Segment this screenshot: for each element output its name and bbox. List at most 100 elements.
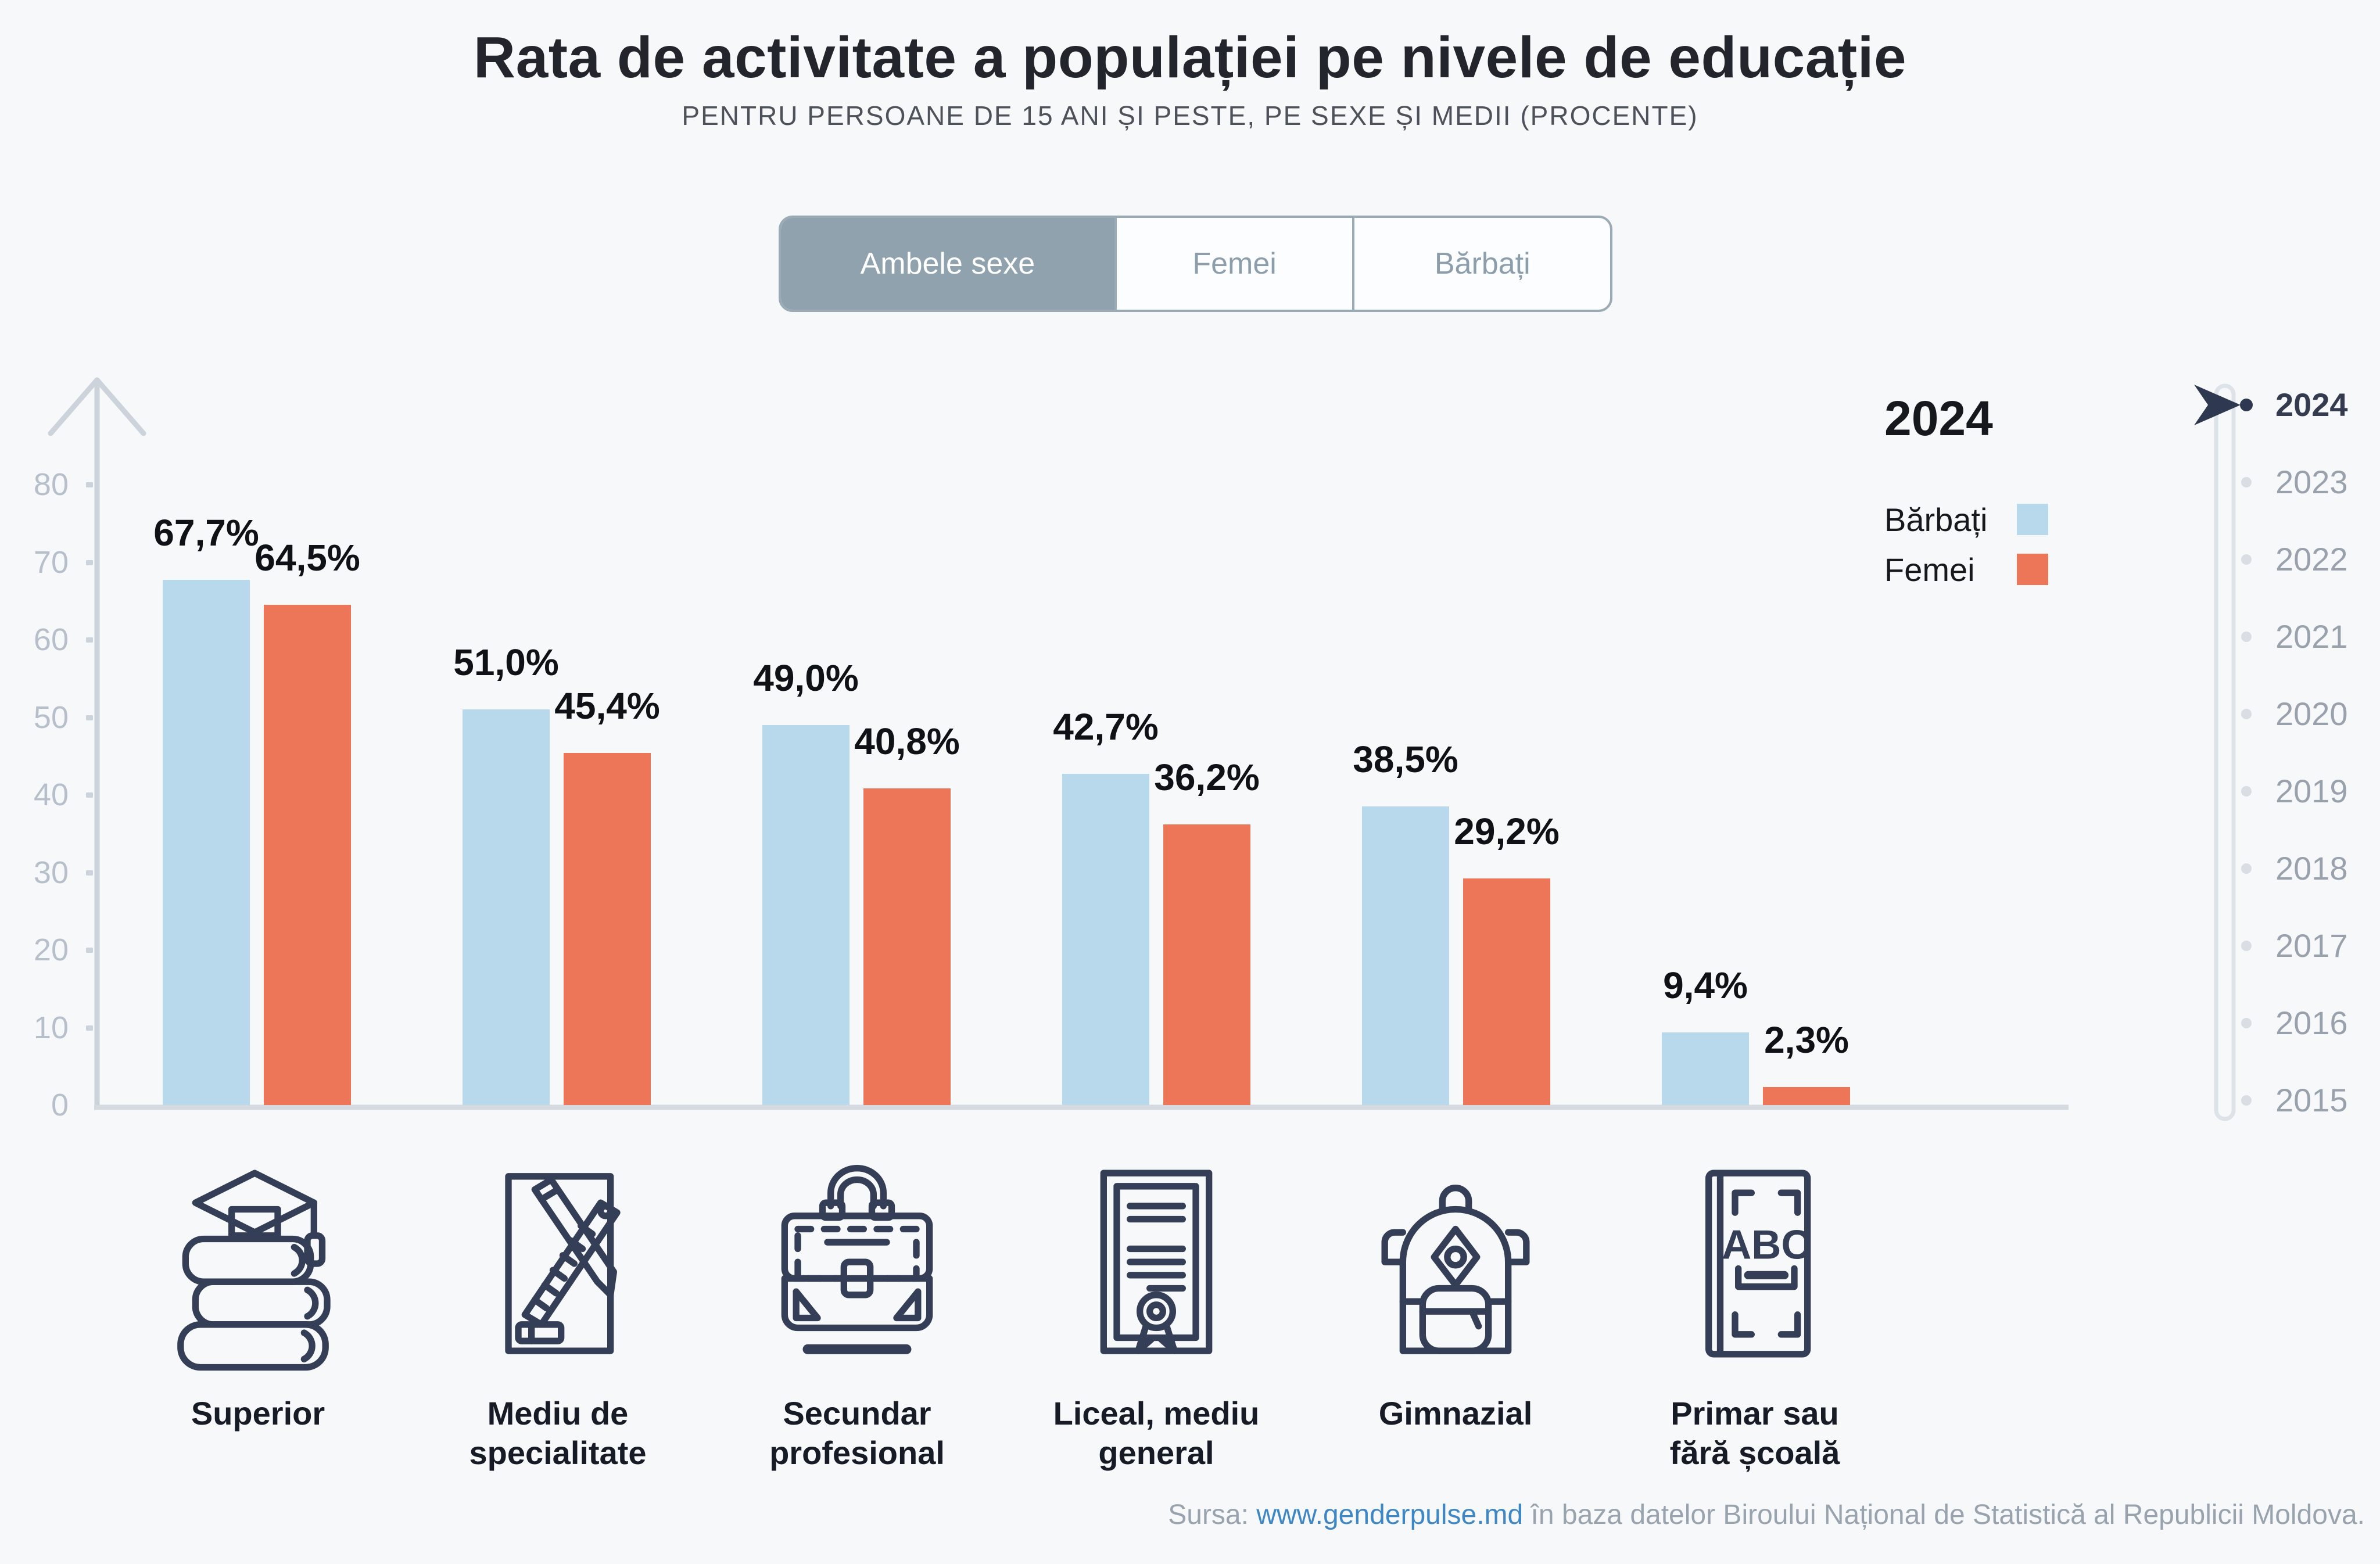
timeline-dot-2017[interactable] — [2241, 941, 2252, 951]
source-note: Sursa: www.genderpulse.md în baza datelo… — [1168, 1499, 2365, 1531]
bar-bărbați-1[interactable] — [463, 709, 550, 1105]
y-tick-mark — [86, 715, 93, 720]
category-secundar-profesional: Secundar profesional — [723, 1153, 991, 1473]
y-tick-label: 50 — [33, 700, 69, 735]
y-tick-label: 60 — [33, 622, 69, 657]
source-prefix: Sursa: — [1168, 1500, 1257, 1530]
y-tick-label: 0 — [51, 1088, 69, 1122]
category-label: Gimnazial — [1378, 1395, 1533, 1432]
bar-value-label: 36,2% — [1154, 756, 1260, 798]
genderpulse-link[interactable]: www.genderpulse.md — [1256, 1500, 1524, 1530]
y-tick-label: 80 — [33, 467, 69, 502]
timeline-dot-2022[interactable] — [2241, 554, 2252, 565]
category-label: Liceal, mediu general — [1053, 1395, 1260, 1471]
y-tick-mark — [86, 559, 93, 565]
y-tick-mark — [86, 870, 93, 876]
y-tick-mark — [86, 637, 93, 643]
legend-swatch — [2017, 504, 2048, 535]
timeline-dot-2023[interactable] — [2241, 477, 2252, 487]
bar-value-label: 38,5% — [1353, 738, 1458, 780]
legend-label: Bărbați — [1884, 501, 1988, 538]
bar-femei-4[interactable] — [1463, 878, 1550, 1105]
timeline-dot-2019[interactable] — [2241, 786, 2252, 797]
tab-ambele-sexe[interactable]: Ambele sexe — [781, 218, 1114, 310]
legend-year: 2024 — [1884, 391, 1993, 446]
ruler-pencil-icon — [459, 1153, 657, 1374]
bar-value-label: 49,0% — [753, 657, 859, 699]
bar-bărbați-0[interactable] — [163, 580, 250, 1105]
tab-femei[interactable]: Femei — [1114, 218, 1353, 310]
timeline-year-2024[interactable]: 2024 — [2275, 386, 2348, 423]
timeline-year-2017[interactable]: 2017 — [2275, 927, 2348, 964]
timeline-year-2021[interactable]: 2021 — [2275, 618, 2348, 655]
graduation-books-icon — [159, 1153, 357, 1374]
category-label: Mediu de specialitate — [469, 1395, 647, 1471]
timeline-dot-2021[interactable] — [2241, 632, 2252, 642]
category-primar-fara-scoala: ABC Primar sau fără școală — [1621, 1153, 1888, 1473]
svg-text:ABC: ABC — [1722, 1222, 1811, 1268]
bar-value-label: 45,4% — [554, 685, 660, 727]
y-tick-mark — [86, 1025, 93, 1031]
timeline-year-2020[interactable]: 2020 — [2275, 695, 2348, 732]
page-subtitle: PENTRU PERSOANE DE 15 ANI ȘI PESTE, PE S… — [682, 101, 1698, 131]
y-tick-label: 30 — [33, 855, 69, 890]
timeline-year-2023[interactable]: 2023 — [2275, 464, 2348, 500]
timeline-year-2019[interactable]: 2019 — [2275, 773, 2348, 809]
y-tick-mark — [86, 482, 93, 487]
category-label: Superior — [191, 1395, 325, 1432]
briefcase-icon — [758, 1153, 956, 1374]
bar-bărbați-3[interactable] — [1062, 774, 1149, 1105]
backpack-icon — [1357, 1153, 1554, 1374]
y-tick-label: 10 — [33, 1010, 69, 1045]
timeline-year-2016[interactable]: 2016 — [2275, 1005, 2348, 1041]
y-tick-label: 20 — [33, 932, 69, 967]
timeline-dot-2024[interactable] — [2240, 399, 2253, 411]
bar-femei-5[interactable] — [1763, 1087, 1850, 1105]
timeline-dot-2020[interactable] — [2241, 709, 2252, 719]
category-gimnazial: Gimnazial — [1322, 1153, 1589, 1433]
bar-value-label: 51,0% — [453, 641, 559, 683]
category-mediu-specialitate: Mediu de specialitate — [424, 1153, 691, 1473]
bar-femei-1[interactable] — [564, 753, 651, 1105]
tab-bărbați[interactable]: Bărbați — [1352, 218, 1610, 310]
category-label: Primar sau fără școală — [1669, 1395, 1840, 1471]
y-tick-mark — [86, 948, 93, 953]
bar-bărbați-5[interactable] — [1662, 1032, 1749, 1105]
bar-value-label: 29,2% — [1454, 810, 1560, 852]
timeline-cursor-arrow-icon[interactable] — [2194, 385, 2241, 425]
category-liceal-mediu-general: Liceal, mediu general — [1023, 1153, 1290, 1473]
timeline-year-2015[interactable]: 2015 — [2275, 1082, 2348, 1118]
bar-value-label: 2,3% — [1764, 1019, 1849, 1061]
timeline-year-2022[interactable]: 2022 — [2275, 541, 2348, 577]
bar-value-label: 67,7% — [153, 512, 259, 554]
timeline-dot-2018[interactable] — [2241, 863, 2252, 874]
category-superior: Superior — [124, 1153, 392, 1433]
timeline-dot-2016[interactable] — [2241, 1018, 2252, 1028]
abc-book-icon: ABC — [1656, 1153, 1854, 1374]
timeline-year-2018[interactable]: 2018 — [2275, 850, 2348, 887]
sex-filter-tabs: Ambele sexe Femei Bărbați — [779, 216, 1612, 312]
bar-value-label: 42,7% — [1053, 706, 1159, 748]
legend-item-bărbați: Bărbați — [1884, 501, 2048, 538]
y-axis-arrowhead-icon — [48, 377, 146, 436]
timeline-track[interactable] — [2214, 383, 2236, 1121]
y-tick-label: 40 — [33, 777, 69, 812]
legend-swatch — [2017, 554, 2048, 585]
legend-label: Femei — [1884, 551, 1975, 588]
source-suffix: în baza datelor Biroului Național de Sta… — [1523, 1500, 2365, 1530]
page-title: Rata de activitate a populației pe nivel… — [473, 25, 1907, 90]
bar-femei-0[interactable] — [264, 605, 351, 1105]
bar-bărbați-4[interactable] — [1362, 806, 1449, 1105]
timeline-dot-2015[interactable] — [2241, 1095, 2252, 1106]
bar-value-label: 64,5% — [255, 537, 360, 579]
bar-bărbați-2[interactable] — [762, 725, 850, 1105]
bar-value-label: 40,8% — [854, 720, 960, 762]
category-label: Secundar profesional — [769, 1395, 945, 1471]
bar-femei-2[interactable] — [863, 788, 951, 1105]
bar-value-label: 9,4% — [1663, 964, 1748, 1006]
bar-femei-3[interactable] — [1163, 824, 1250, 1105]
y-tick-label: 70 — [33, 544, 69, 580]
legend-item-femei: Femei — [1884, 551, 2048, 588]
